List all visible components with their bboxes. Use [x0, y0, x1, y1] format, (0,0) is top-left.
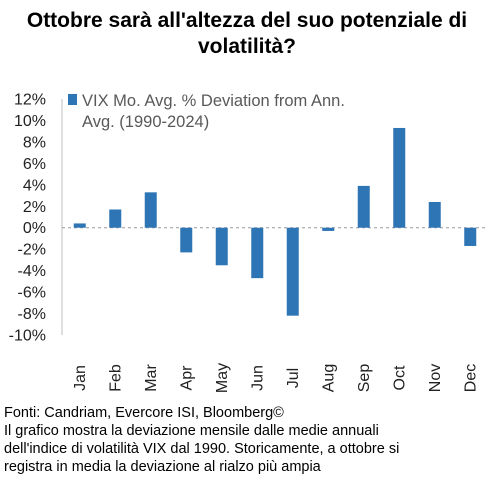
- x-tick-label-aug: Aug: [320, 364, 337, 392]
- legend-label-line-2: Avg. (1990-2024): [82, 113, 209, 131]
- chart-title: Ottobre sarà all'altezza del suo potenzi…: [0, 8, 494, 60]
- y-tick-label: -4%: [18, 263, 46, 280]
- bar-dec: [464, 227, 477, 246]
- bar-jun: [251, 227, 264, 279]
- x-tick-label-feb: Feb: [107, 364, 124, 392]
- bar-aug: [322, 227, 335, 231]
- source-caption: Fonti: Candriam, Evercore ISI, Bloomberg…: [4, 404, 490, 476]
- y-tick-label: 0%: [23, 220, 46, 237]
- bar-jul: [286, 227, 299, 316]
- bar-nov: [428, 201, 441, 228]
- x-tick-label-may: May: [214, 363, 231, 393]
- y-tick-label: -2%: [18, 242, 46, 259]
- caption-line-4: registra in media la deviazione al rialz…: [4, 459, 321, 475]
- x-tick-label-mar: Mar: [143, 364, 160, 392]
- y-tick-label: 2%: [23, 199, 46, 216]
- chart-title-line-2: volatilità?: [197, 35, 297, 58]
- caption-line-3: dell'indice di volatilità VIX dal 1990. …: [4, 441, 400, 457]
- x-tick-label-oct: Oct: [391, 365, 408, 390]
- x-tick-label-jun: Jun: [249, 365, 266, 391]
- y-tick-label: -8%: [18, 306, 46, 323]
- bar-mar: [144, 192, 157, 228]
- x-tick-label-jul: Jul: [285, 368, 302, 388]
- bar-may: [215, 227, 228, 266]
- x-tick-label-nov: Nov: [427, 364, 444, 392]
- bar-chart: 12% 10% 8% 6% 4% 2% 0% -2% -4% -6% -8% -10% Jan Feb Ma…: [9, 92, 488, 393]
- y-tick-label: 6%: [23, 156, 46, 173]
- x-tick-label-apr: Apr: [178, 365, 195, 391]
- bar-jan: [73, 223, 86, 228]
- bar-oct: [393, 127, 406, 228]
- x-tick-label-sep: Sep: [356, 364, 373, 393]
- y-tick-label: 4%: [23, 177, 46, 194]
- y-tick-label: 8%: [23, 134, 46, 151]
- bar-sep: [357, 185, 370, 228]
- caption-line-1: Fonti: Candriam, Evercore ISI, Bloomberg…: [4, 405, 284, 421]
- y-tick-label: 10%: [14, 113, 46, 130]
- y-tick-label: -6%: [18, 285, 46, 302]
- bar-feb: [109, 209, 122, 228]
- legend-label-line-1: VIX Mo. Avg. % Deviation from Ann.: [82, 92, 345, 110]
- y-tick-label: 12%: [14, 92, 46, 109]
- legend-swatch: [68, 94, 77, 105]
- bar-apr: [180, 227, 193, 253]
- x-tick-label-dec: Dec: [462, 364, 479, 392]
- chart-title-line-1: Ottobre sarà all'altezza del suo potenzi…: [26, 9, 468, 32]
- x-tick-label-jan: Jan: [72, 365, 89, 391]
- caption-line-2: Il grafico mostra la deviazione mensile …: [4, 423, 379, 439]
- y-tick-label: -10%: [9, 328, 46, 345]
